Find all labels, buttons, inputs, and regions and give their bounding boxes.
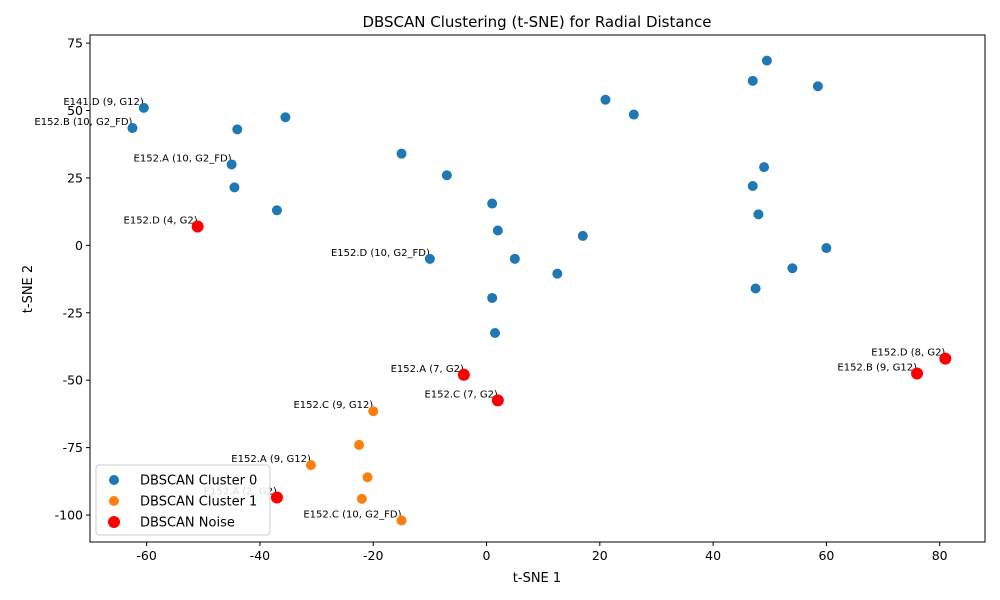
data-point	[226, 159, 237, 170]
data-point	[628, 109, 639, 120]
point-annotation: E152.A (9, G12)	[231, 454, 311, 465]
x-tick-label: 80	[932, 548, 948, 563]
data-point	[424, 253, 435, 264]
data-point	[271, 205, 282, 216]
point-annotation: E152.B (10, G2_FD)	[34, 117, 132, 128]
data-point	[492, 225, 503, 236]
data-point	[270, 491, 283, 504]
legend: DBSCAN Cluster 0 DBSCAN Cluster 1 DBSCAN N…	[95, 464, 271, 536]
data-point	[812, 81, 823, 92]
data-point	[787, 263, 798, 274]
data-point	[552, 268, 563, 279]
y-tick-label: 75	[67, 36, 83, 51]
data-point	[577, 230, 588, 241]
data-point	[487, 198, 498, 209]
data-point	[356, 493, 367, 504]
data-point	[368, 406, 379, 417]
data-point	[305, 460, 316, 471]
y-tick-label: 25	[67, 170, 83, 185]
data-point	[747, 181, 758, 192]
data-point	[939, 352, 952, 365]
data-point	[759, 162, 770, 173]
y-tick-label: -25	[63, 305, 83, 320]
data-point	[396, 515, 407, 526]
data-point	[761, 55, 772, 66]
y-axis: -100 -75 -50 -25 0 25 50 75	[55, 36, 90, 523]
x-tick-label: -40	[250, 548, 270, 563]
x-tick-label: 20	[592, 548, 608, 563]
data-point	[750, 283, 761, 294]
y-axis-label: t-SNE 2	[21, 265, 36, 313]
data-point	[487, 292, 498, 303]
legend-box	[95, 464, 271, 536]
data-point	[509, 253, 520, 264]
plot-area	[89, 34, 986, 543]
x-tick-label: 0	[483, 548, 491, 563]
point-annotation: E152.D (10, G2_FD)	[331, 248, 430, 259]
legend-marker	[109, 496, 119, 506]
y-tick-label: -100	[55, 508, 83, 523]
x-axis-label: t-SNE 1	[513, 571, 561, 586]
y-tick-label: -50	[63, 373, 83, 388]
data-point	[753, 209, 764, 220]
point-annotation: E152.A (10, G2_FD)	[134, 153, 232, 164]
chart-title: DBSCAN Clustering (t-SNE) for Radial Dis…	[362, 13, 711, 31]
data-point	[911, 367, 924, 380]
x-tick-label: -20	[363, 548, 383, 563]
data-point	[747, 75, 758, 86]
data-point	[138, 102, 149, 113]
point-annotation: E152.D (8, G2)	[871, 348, 945, 359]
plot-frame	[89, 34, 986, 543]
data-point	[457, 368, 470, 381]
point-annotation: E152.D (4, G2)	[124, 215, 198, 226]
y-tick-label: 0	[75, 238, 83, 253]
data-point	[127, 123, 138, 134]
data-point	[441, 170, 452, 181]
legend-marker	[109, 475, 119, 485]
x-tick-label: 40	[705, 548, 721, 563]
data-point	[354, 439, 365, 450]
x-tick-label: -60	[136, 548, 156, 563]
point-annotation: E152.C (9, G12)	[293, 400, 373, 411]
data-point	[490, 327, 501, 338]
y-tick-label: -75	[63, 440, 83, 455]
data-point	[280, 112, 291, 123]
legend-label: DBSCAN Noise	[140, 516, 235, 531]
data-point	[229, 182, 240, 193]
legend-marker	[108, 516, 120, 528]
x-axis: -60 -40 -20 0 20 40 60 80	[136, 542, 948, 563]
data-point	[232, 124, 243, 135]
data-points	[127, 55, 952, 526]
data-point	[396, 148, 407, 159]
point-annotation: E152.C (7, G2)	[424, 389, 497, 400]
y-tick-label: 50	[67, 103, 83, 118]
data-point	[821, 243, 832, 254]
data-point	[600, 94, 611, 105]
data-point	[191, 220, 204, 233]
point-annotation: E152.C (10, G2_FD)	[303, 509, 401, 520]
legend-label: DBSCAN Cluster 1	[140, 495, 257, 510]
point-annotation: E141.D (9, G12)	[63, 97, 144, 108]
data-point	[362, 472, 373, 483]
data-point	[491, 394, 504, 407]
x-tick-label: 60	[818, 548, 834, 563]
legend-label: DBSCAN Cluster 0	[140, 474, 257, 489]
point-annotation: E152.B (9, G12)	[837, 362, 917, 373]
point-annotation: E152.A (7, G2)	[391, 364, 464, 375]
